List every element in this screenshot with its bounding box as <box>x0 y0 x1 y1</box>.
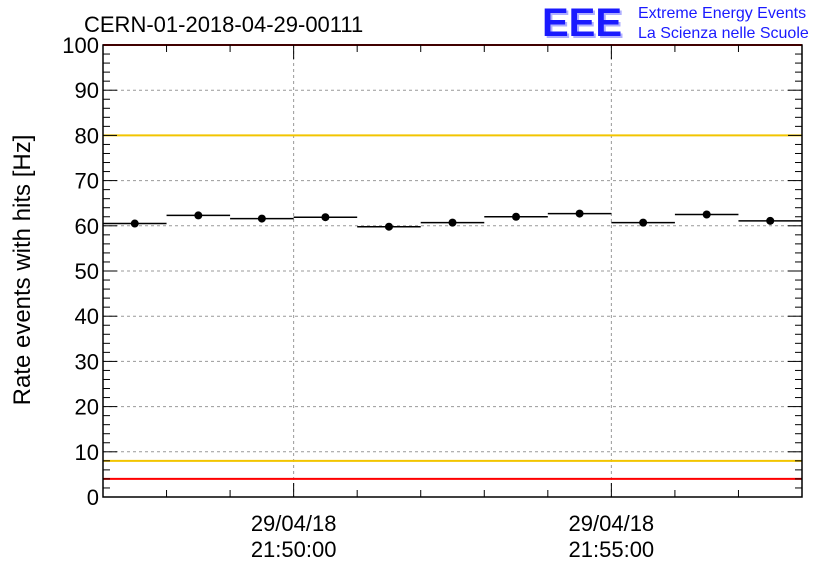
x-tick-label-time: 21:55:00 <box>569 537 655 562</box>
grid <box>103 45 802 497</box>
y-tick-label: 90 <box>75 78 99 103</box>
data-point-marker <box>194 211 203 220</box>
data-point <box>738 216 802 225</box>
data-point <box>611 218 675 227</box>
data-point <box>674 210 739 219</box>
data-point-marker <box>448 218 457 227</box>
reference-lines <box>103 44 802 480</box>
data-point <box>357 222 421 231</box>
y-axis-label: Rate events with hits [Hz] <box>9 135 36 406</box>
data-point-marker <box>766 216 775 225</box>
data-point <box>230 214 294 223</box>
chart-title: CERN-01-2018-04-29-00111 <box>84 12 363 37</box>
data-point-marker <box>575 209 584 218</box>
x-tick-label-time: 21:50:00 <box>251 537 337 562</box>
data-point-marker <box>384 222 393 231</box>
y-tick-label: 50 <box>75 259 99 284</box>
y-tick-label: 30 <box>75 349 99 374</box>
data-point <box>103 219 167 228</box>
data-point-marker <box>130 219 139 228</box>
data-point <box>547 209 612 218</box>
y-tick-label: 70 <box>75 169 99 194</box>
data-point <box>166 211 231 220</box>
data-point-marker <box>257 214 266 223</box>
eee-logo: EEE EEE Extreme Energy Events La Scienza… <box>542 1 809 47</box>
data-point <box>293 213 358 222</box>
data-points <box>103 209 802 231</box>
y-tick-label: 0 <box>87 485 99 510</box>
x-tick-label-date: 29/04/18 <box>569 511 655 536</box>
y-tick-label: 10 <box>75 440 99 465</box>
y-tick-label: 100 <box>62 33 99 58</box>
plot-frame <box>102 44 803 498</box>
eee-logo-line2: La Scienza nelle Scuole <box>638 25 809 42</box>
data-point-marker <box>639 218 648 227</box>
eee-logo-line1: Extreme Energy Events <box>638 5 806 22</box>
axes: 010203040506070809010029/04/1821:50:0029… <box>62 33 803 562</box>
data-point-marker <box>702 210 711 219</box>
data-point <box>420 218 485 227</box>
data-point-marker <box>321 213 330 222</box>
y-tick-label: 60 <box>75 214 99 239</box>
eee-logo-mark: EEE <box>542 1 622 45</box>
y-tick-label: 40 <box>75 304 99 329</box>
data-point <box>484 212 548 221</box>
data-point-marker <box>512 212 521 221</box>
x-tick-label-date: 29/04/18 <box>251 511 337 536</box>
y-tick-label: 80 <box>75 123 99 148</box>
eee-logo-mark-shadow: EEE <box>544 3 624 47</box>
y-tick-label: 20 <box>75 395 99 420</box>
